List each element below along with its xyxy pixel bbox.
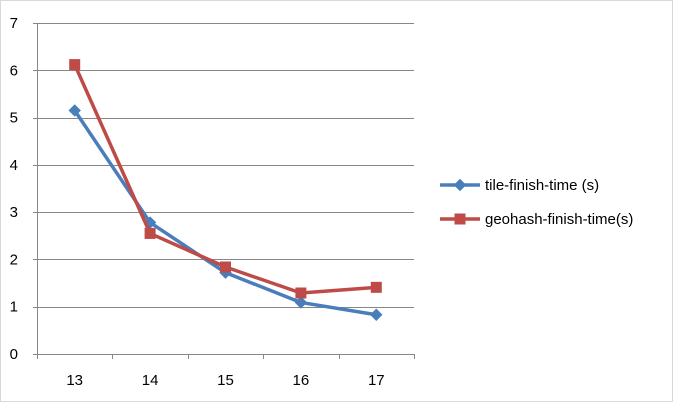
y-tick-label: 4: [10, 157, 18, 174]
x-axis-tick-labels: 13 14 15 16 17: [66, 372, 384, 389]
x-tick-label: 14: [142, 372, 159, 389]
x-tick-label: 17: [368, 372, 385, 389]
legend-label: geohash-finish-time(s): [485, 211, 633, 228]
legend-label: tile-finish-time (s): [485, 177, 599, 194]
x-tick-label: 13: [66, 372, 83, 389]
y-axis-tick-labels: 0 1 2 3 4 5 6 7: [10, 15, 18, 363]
series-2: [69, 59, 382, 299]
legend: tile-finish-time (s) geohash-finish-time(…: [440, 177, 633, 228]
legend-item-2: geohash-finish-time(s): [440, 211, 633, 228]
x-tick-label: 16: [293, 372, 310, 389]
x-tick-label: 15: [217, 372, 234, 389]
legend-item-1: tile-finish-time (s): [440, 177, 599, 194]
diamond-marker: [370, 308, 383, 321]
square-marker: [144, 227, 156, 239]
square-marker: [370, 281, 382, 293]
square-marker: [220, 261, 231, 273]
y-tick-label: 3: [10, 204, 18, 221]
axes: [33, 23, 415, 359]
y-tick-label: 1: [10, 299, 18, 316]
diamond-marker: [68, 104, 81, 117]
y-tick-label: 5: [10, 110, 18, 127]
series-layer: [68, 59, 383, 321]
diamond-marker: [294, 296, 308, 309]
y-tick-label: 0: [10, 346, 18, 363]
series-1: [68, 104, 383, 321]
diamond-marker-swatch: [453, 178, 467, 192]
y-tick-label: 6: [10, 62, 18, 79]
square-marker: [69, 59, 81, 71]
y-tick-label: 7: [10, 15, 18, 32]
y-tick-label: 2: [10, 251, 18, 268]
square-marker-swatch: [454, 213, 466, 225]
square-marker: [295, 287, 307, 299]
